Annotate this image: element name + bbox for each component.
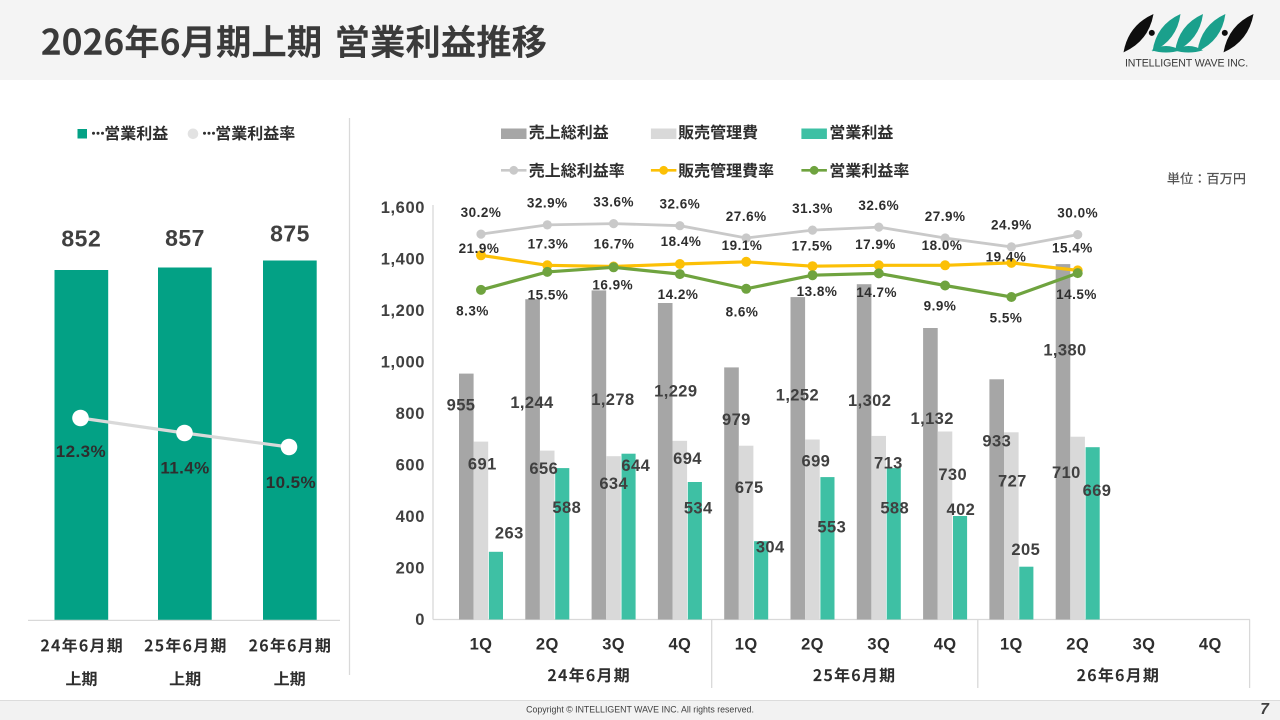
svg-text:1,302: 1,302 [848, 392, 891, 410]
svg-text:205: 205 [1011, 541, 1040, 559]
svg-text:10.5%: 10.5% [266, 473, 316, 492]
svg-text:644: 644 [621, 457, 650, 475]
svg-text:1Q: 1Q [470, 635, 493, 653]
svg-text:7: 7 [1260, 701, 1270, 718]
svg-text:1,244: 1,244 [510, 394, 554, 412]
svg-text:1,252: 1,252 [776, 387, 819, 405]
svg-text:31.3%: 31.3% [792, 201, 833, 216]
svg-text:0: 0 [415, 611, 425, 629]
svg-text:691: 691 [468, 456, 497, 474]
svg-text:955: 955 [447, 397, 476, 415]
svg-text:1,132: 1,132 [911, 410, 954, 428]
svg-text:8.3%: 8.3% [456, 303, 489, 318]
svg-text:656: 656 [529, 460, 558, 478]
svg-text:32.6%: 32.6% [858, 198, 899, 213]
svg-text:875: 875 [270, 221, 310, 247]
svg-text:727: 727 [998, 473, 1027, 491]
svg-text:32.9%: 32.9% [527, 196, 568, 211]
svg-text:852: 852 [61, 226, 101, 252]
svg-text:1,200: 1,200 [381, 302, 425, 320]
svg-text:4Q: 4Q [668, 635, 691, 653]
svg-text:27.9%: 27.9% [925, 209, 966, 224]
svg-text:15.5%: 15.5% [528, 287, 569, 302]
svg-text:699: 699 [802, 452, 831, 470]
svg-text:857: 857 [165, 225, 205, 251]
svg-text:634: 634 [599, 475, 628, 493]
svg-text:Copyright © INTELLIGENT WAVE I: Copyright © INTELLIGENT WAVE INC. All ri… [526, 704, 754, 714]
svg-text:17.5%: 17.5% [792, 238, 833, 253]
svg-text:4Q: 4Q [934, 635, 957, 653]
svg-text:8.6%: 8.6% [726, 304, 759, 319]
svg-text:600: 600 [396, 457, 425, 475]
svg-text:710: 710 [1052, 464, 1081, 482]
svg-text:17.9%: 17.9% [855, 237, 896, 252]
svg-text:30.2%: 30.2% [461, 205, 502, 220]
svg-text:11.4%: 11.4% [160, 458, 209, 477]
svg-text:979: 979 [722, 411, 751, 429]
svg-text:27.6%: 27.6% [726, 209, 767, 224]
svg-text:19.1%: 19.1% [722, 238, 763, 253]
svg-text:1,600: 1,600 [381, 199, 425, 217]
svg-text:16.7%: 16.7% [594, 236, 635, 251]
svg-text:553: 553 [817, 519, 846, 537]
svg-text:730: 730 [938, 466, 967, 484]
svg-text:30.0%: 30.0% [1057, 205, 1098, 220]
svg-text:3Q: 3Q [602, 635, 625, 653]
svg-text:933: 933 [982, 433, 1011, 451]
svg-text:14.2%: 14.2% [658, 287, 699, 302]
svg-text:5.5%: 5.5% [990, 310, 1023, 325]
svg-text:534: 534 [684, 500, 713, 518]
svg-text:800: 800 [396, 405, 425, 423]
svg-text:32.6%: 32.6% [660, 197, 701, 212]
svg-text:INTELLIGENT WAVE INC.: INTELLIGENT WAVE INC. [1125, 57, 1248, 69]
svg-text:18.0%: 18.0% [922, 238, 963, 253]
svg-text:1,229: 1,229 [654, 383, 697, 401]
svg-text:17.3%: 17.3% [528, 236, 569, 251]
svg-text:304: 304 [756, 538, 785, 556]
svg-text:1,000: 1,000 [381, 354, 425, 372]
svg-text:14.7%: 14.7% [856, 285, 897, 300]
svg-text:1Q: 1Q [1000, 635, 1023, 653]
svg-text:9.9%: 9.9% [924, 298, 957, 313]
svg-text:16.9%: 16.9% [592, 277, 633, 292]
svg-text:12.3%: 12.3% [56, 442, 106, 461]
svg-text:402: 402 [947, 501, 976, 519]
svg-text:1,380: 1,380 [1043, 341, 1086, 359]
svg-text:400: 400 [396, 508, 425, 526]
svg-text:19.4%: 19.4% [986, 249, 1027, 264]
svg-text:2Q: 2Q [536, 635, 559, 653]
svg-text:4Q: 4Q [1199, 635, 1222, 653]
svg-text:15.4%: 15.4% [1052, 240, 1093, 255]
svg-text:588: 588 [880, 499, 909, 517]
svg-text:694: 694 [673, 450, 702, 468]
svg-text:3Q: 3Q [1133, 635, 1156, 653]
svg-text:18.4%: 18.4% [661, 234, 702, 249]
svg-text:24.9%: 24.9% [991, 218, 1032, 233]
svg-text:13.8%: 13.8% [797, 284, 838, 299]
svg-text:675: 675 [735, 479, 764, 497]
svg-text:1Q: 1Q [735, 635, 758, 653]
svg-text:263: 263 [495, 525, 524, 543]
svg-text:1,278: 1,278 [591, 391, 634, 409]
svg-text:669: 669 [1083, 482, 1112, 500]
svg-text:21.9%: 21.9% [459, 241, 500, 256]
svg-text:200: 200 [396, 560, 425, 578]
svg-text:2Q: 2Q [1066, 635, 1089, 653]
svg-text:14.5%: 14.5% [1056, 287, 1097, 302]
svg-text:713: 713 [874, 455, 903, 473]
svg-text:3Q: 3Q [867, 635, 890, 653]
svg-text:2Q: 2Q [801, 635, 824, 653]
svg-text:1,400: 1,400 [381, 251, 425, 269]
svg-text:588: 588 [552, 499, 581, 517]
svg-text:33.6%: 33.6% [593, 194, 634, 209]
